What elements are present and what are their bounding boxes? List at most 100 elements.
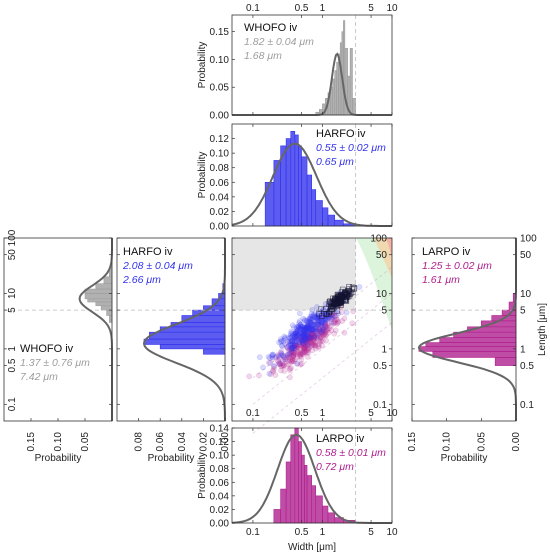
histogram-bar [494,357,517,366]
scatter-point [269,356,276,362]
scatter-point [279,360,286,367]
scatter-point [301,330,308,336]
panel-name: HARFO iv [316,128,366,140]
x-tick-label: 0.05 [80,432,91,452]
scatter-point [281,354,288,360]
scatter-point [301,331,307,338]
scatter-point [317,328,324,335]
panel-stat: 2.08 ± 0.04 μm [122,260,193,272]
scatter-point [296,339,303,346]
scatter-point [305,342,311,348]
scatter-point [304,325,311,332]
scatter-point [322,322,329,329]
scatter-point [296,351,303,358]
histogram-bar [285,138,292,227]
scatter-point [303,326,310,333]
scatter-point [294,330,300,337]
scatter-point [328,322,334,329]
x-tick-label: 0.10 [442,432,453,452]
panel-stat: 7.42 μm [20,371,58,383]
scatter-point [289,322,296,329]
scatter-point [308,325,314,331]
scatter-point [301,345,307,351]
scatter-point [284,344,290,350]
scatter-point [318,319,325,326]
scatter-point [317,338,324,345]
scatter-point [291,345,298,351]
scatter-point [289,357,296,364]
scatter-point [304,339,310,346]
y-tick-label: 50 [376,250,388,261]
scatter-point [307,338,314,345]
scatter-point [294,351,300,357]
y-tick-label: 100 [520,234,537,245]
histogram-bar [327,214,336,227]
scatter-point [308,328,315,335]
scatter-point [290,353,297,360]
histogram-bar [418,346,517,352]
scatter-point [294,360,301,367]
scatter-point [289,358,296,364]
y-tick-label: 0.12 [210,134,230,145]
panel-stat: 0.72 μm [316,461,354,473]
scatter-point [308,335,314,341]
scatter-point [306,318,313,325]
scatter-point [275,357,282,364]
scatter-point [284,339,291,345]
scatter-point [294,336,300,343]
scatter-point [301,345,307,352]
scatter-point [296,331,302,338]
histogram-bar [280,488,287,524]
scatter-point [298,331,305,337]
y-axis-label: Probability [197,452,208,499]
panel-stat: 0.55 ± 0.02 μm [316,142,386,154]
scatter-point [309,340,315,347]
histogram-bar [95,283,113,290]
scatter-point [316,344,322,351]
scatter-point [297,361,304,368]
scatter-point [318,337,324,344]
scatter-point [313,324,319,330]
scatter-point [305,335,311,342]
scatter-point [301,346,308,353]
scatter-point [308,331,315,338]
scatter-point [319,313,325,319]
scatter-point [309,313,316,320]
scatter-point [311,335,317,342]
scatter-point [299,331,306,338]
x-tick-label: 0.02 [198,432,209,452]
panel-name: LARPO iv [422,246,471,258]
scatter-point [319,323,326,329]
scatter-point [301,337,307,344]
scatter-point [301,332,307,339]
y-axis-label: Length [μm] [537,303,548,356]
scatter-point [305,349,312,356]
scatter-point [323,311,329,318]
scatter-point [320,332,327,339]
scatter-point [298,334,304,340]
scatter-point [287,365,293,372]
scatter-point [298,326,304,333]
x-tick-label: 0.5 [295,527,309,538]
scatter-point [291,331,298,338]
x-tick-label: 1 [320,408,326,419]
scatter-point [309,341,316,348]
scatter-point [305,339,312,346]
y-tick-label: 0.10 [210,55,230,66]
panel-stat: 0.58 ± 0.01 μm [316,447,386,459]
scatter-point [303,325,309,332]
scatter-point [311,337,317,343]
y-tick-label: 0.04 [210,192,230,203]
scatter-point [317,325,323,332]
scatter-point [307,316,314,322]
scatter-point [278,352,284,359]
scatter-point [319,327,326,333]
scatter-point [280,357,286,364]
scatter-point [325,326,331,333]
scatter-point [297,353,304,360]
scatter-point [299,339,306,346]
scatter-point [306,331,313,338]
scatter-point [320,326,327,333]
scatter-point [294,328,301,335]
scatter-point [318,306,324,313]
